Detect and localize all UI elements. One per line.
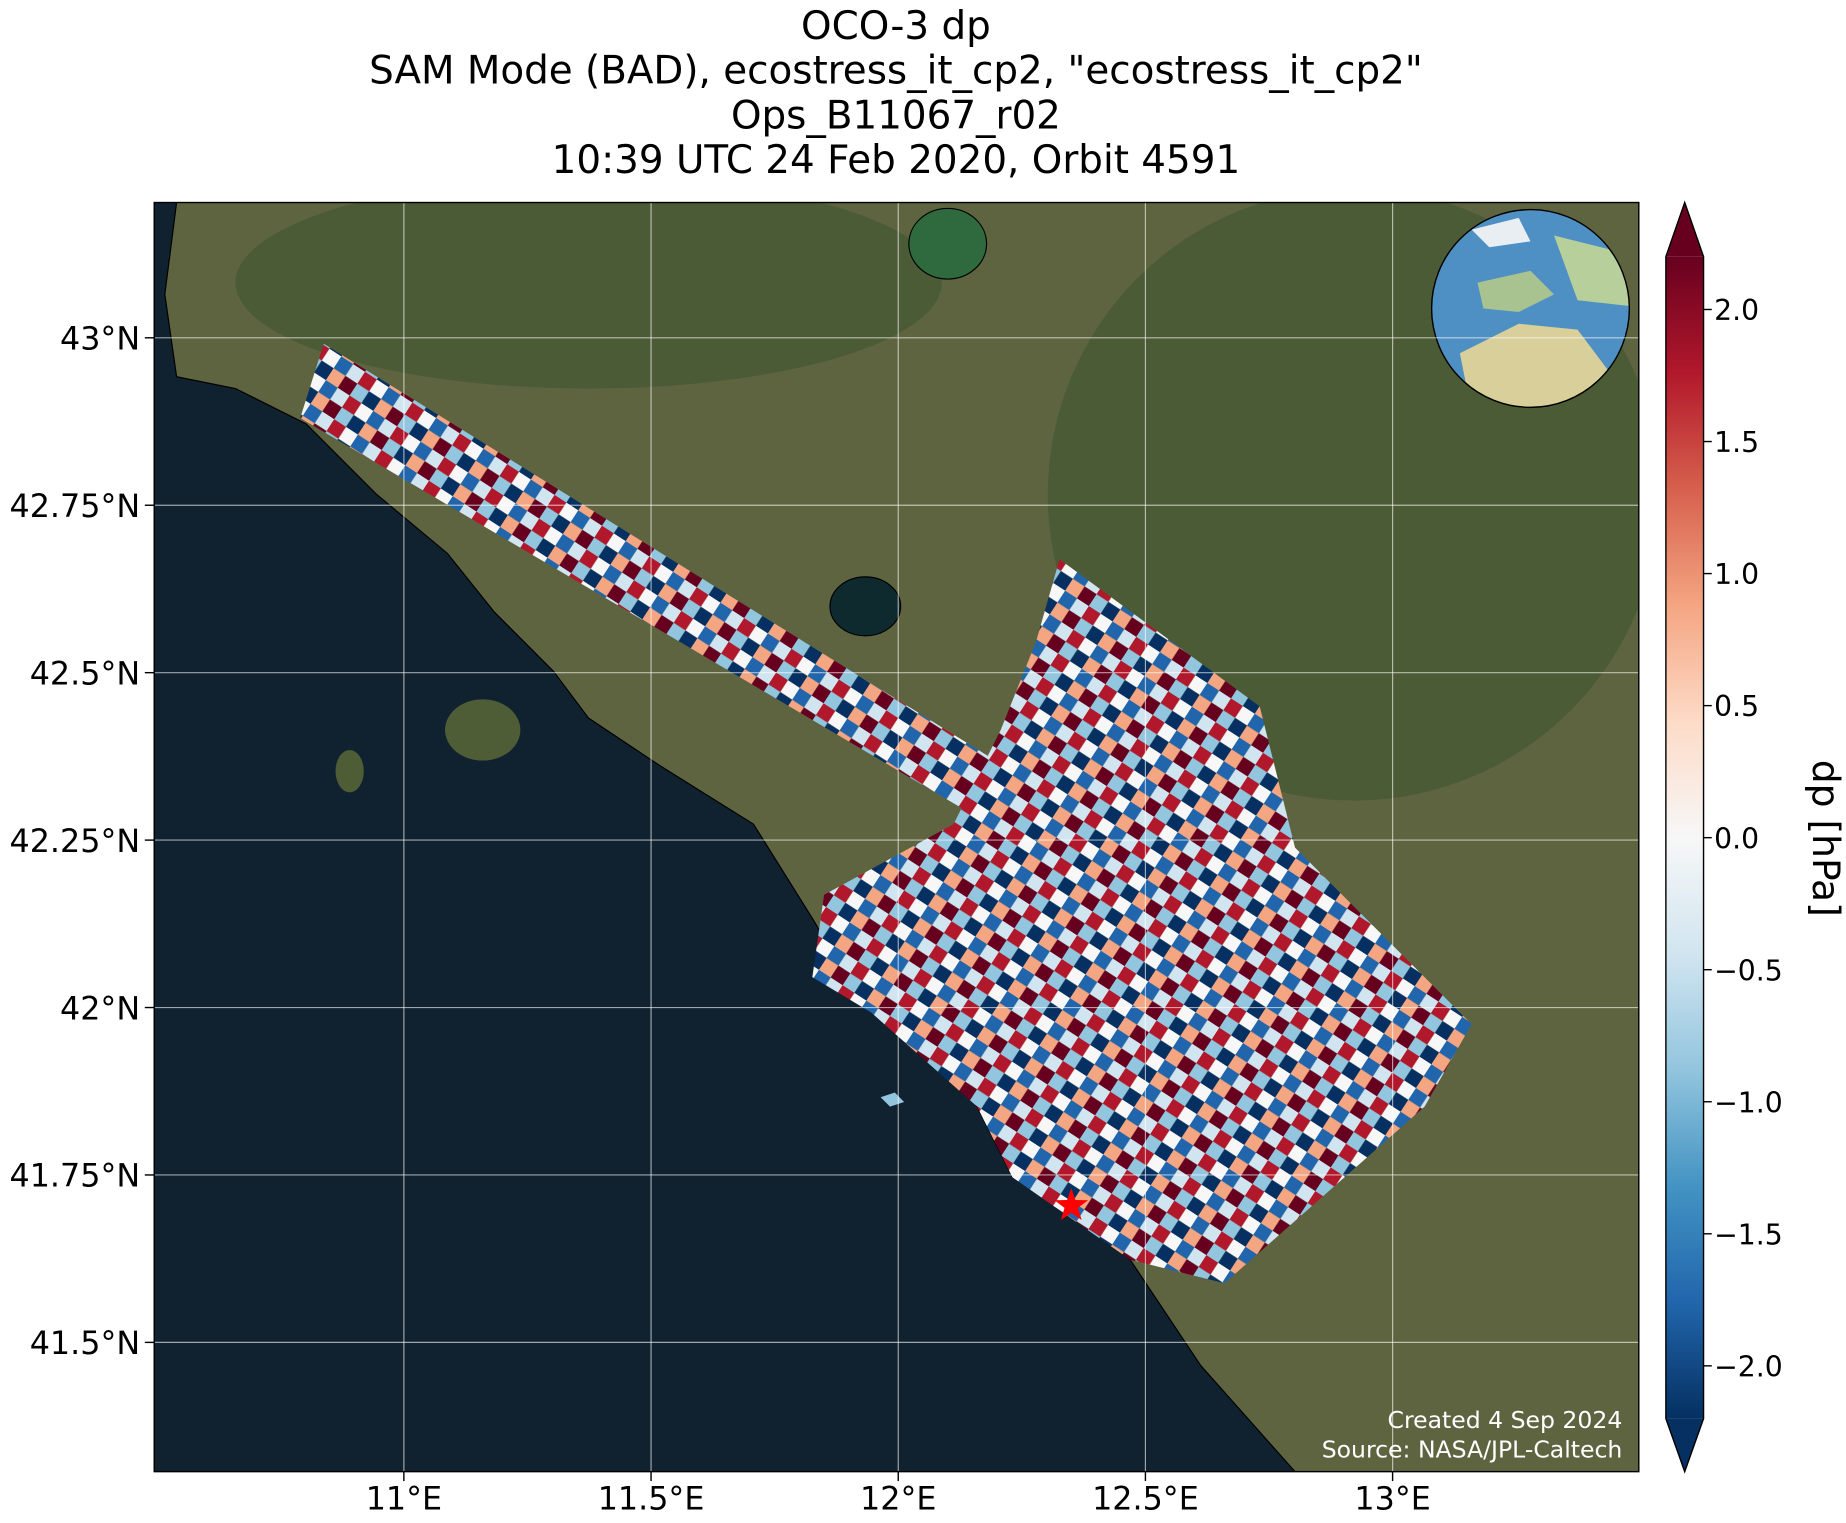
title-line: SAM Mode (BAD), ecostress_it_cp2, "ecost… [369,49,1423,94]
colorbar-tick-label: −2.0 [1714,1350,1783,1383]
colorbar-tick-label: −1.5 [1714,1218,1783,1251]
colorbar-tick-label: −0.5 [1714,954,1783,987]
target-marker [1054,1188,1089,1221]
swath [812,559,1472,1284]
colorbar-tick-label: 1.0 [1714,558,1759,591]
credit: Source: NASA/JPL-Caltech [1322,1436,1623,1464]
sea [154,202,1296,1472]
colorbar-label: dp [hPa] [1804,760,1846,917]
y-tick-label: 43°N [60,322,140,358]
title-line: 10:39 UTC 24 Feb 2020, Orbit 4591 [552,138,1241,183]
globe-inset [1431,209,1630,408]
colorbar-outline [1665,200,1705,1474]
colorbar-tick-label: 0.0 [1714,822,1759,855]
colorbar [1665,256,1704,1419]
y-tick-label: 41.75°N [10,1159,141,1195]
x-tick-label: 12°E [860,1481,936,1517]
colorbar-tick-label: 2.0 [1714,294,1759,327]
title-line: Ops_B11067_r02 [731,93,1061,138]
island [335,749,364,793]
x-tick-label: 12.5°E [1092,1481,1199,1517]
colorbar-extend-max [1665,202,1704,257]
colorbar-extend-min [1665,1418,1704,1472]
title-line: OCO-3 dp [801,4,991,49]
colorbar-tick-label: 0.5 [1714,690,1759,723]
y-tick-label: 42°N [60,991,140,1027]
y-tick-label: 42.25°N [10,824,141,860]
lake [908,207,988,280]
x-tick-label: 11.5°E [598,1481,705,1517]
colorbar-tick-label: −1.0 [1714,1086,1783,1119]
map-area: Created 4 Sep 2024 Source: NASA/JPL-Calt… [154,202,1639,1472]
y-tick-label: 42.75°N [10,489,141,525]
island [445,699,521,761]
swath [300,343,1013,825]
x-tick-label: 13°E [1354,1481,1430,1517]
globe-outline [1430,208,1631,409]
map-frame [153,201,1640,1473]
x-tick-label: 11°E [366,1481,442,1517]
credit: Created 4 Sep 2024 [1388,1406,1623,1434]
y-tick-label: 41.5°N [30,1326,140,1362]
hills [235,202,942,389]
lake [829,576,902,637]
colorbar-tick-label: 1.5 [1714,426,1759,459]
y-tick-label: 42.5°N [30,656,140,692]
